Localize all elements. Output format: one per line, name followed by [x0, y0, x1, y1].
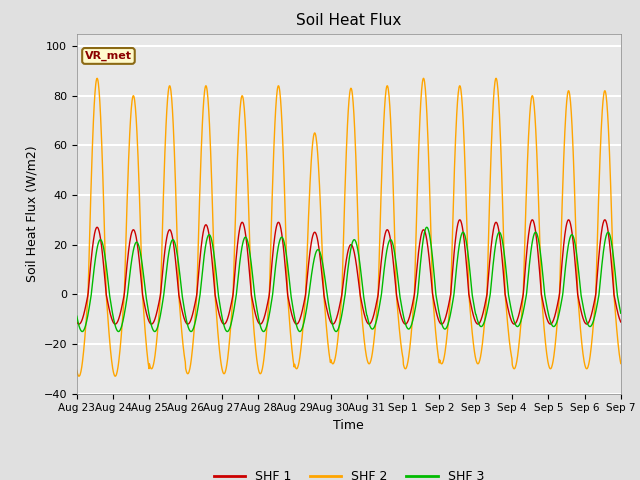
SHF 2: [195, 244, 202, 250]
SHF 3: [180, 307, 188, 313]
SHF 1: [433, 312, 441, 318]
SHF 2: [181, 357, 189, 363]
SHF 3: [505, 294, 513, 300]
SHF 2: [73, 368, 81, 373]
SHF 3: [255, 316, 262, 322]
SHF 2: [255, 369, 263, 374]
SHF 1: [505, 310, 513, 315]
Legend: SHF 1, SHF 2, SHF 3: SHF 1, SHF 2, SHF 3: [209, 465, 489, 480]
SHF 1: [255, 320, 262, 326]
SHF 2: [617, 360, 625, 366]
SHF 3: [553, 319, 561, 324]
SHF 2: [492, 75, 500, 81]
SHF 2: [553, 324, 561, 330]
Title: Soil Heat Flux: Soil Heat Flux: [296, 13, 401, 28]
SHF 3: [434, 303, 442, 309]
SHF 2: [505, 334, 513, 340]
SHF 2: [434, 347, 442, 353]
Line: SHF 1: SHF 1: [77, 220, 621, 324]
SHF 3: [296, 329, 304, 335]
SHF 3: [617, 311, 625, 316]
SHF 3: [194, 306, 202, 312]
SHF 2: [76, 373, 83, 379]
SHF 1: [180, 317, 188, 323]
Text: VR_met: VR_met: [85, 51, 132, 61]
Y-axis label: Soil Heat Flux (W/m2): Soil Heat Flux (W/m2): [25, 145, 38, 282]
SHF 1: [617, 319, 625, 325]
SHF 1: [456, 217, 463, 223]
SHF 1: [553, 304, 561, 310]
X-axis label: Time: Time: [333, 419, 364, 432]
SHF 3: [423, 224, 431, 230]
SHF 1: [194, 280, 202, 286]
Line: SHF 2: SHF 2: [77, 78, 621, 376]
SHF 3: [73, 313, 81, 319]
Line: SHF 3: SHF 3: [77, 227, 621, 332]
SHF 1: [73, 319, 81, 325]
SHF 1: [474, 321, 482, 327]
